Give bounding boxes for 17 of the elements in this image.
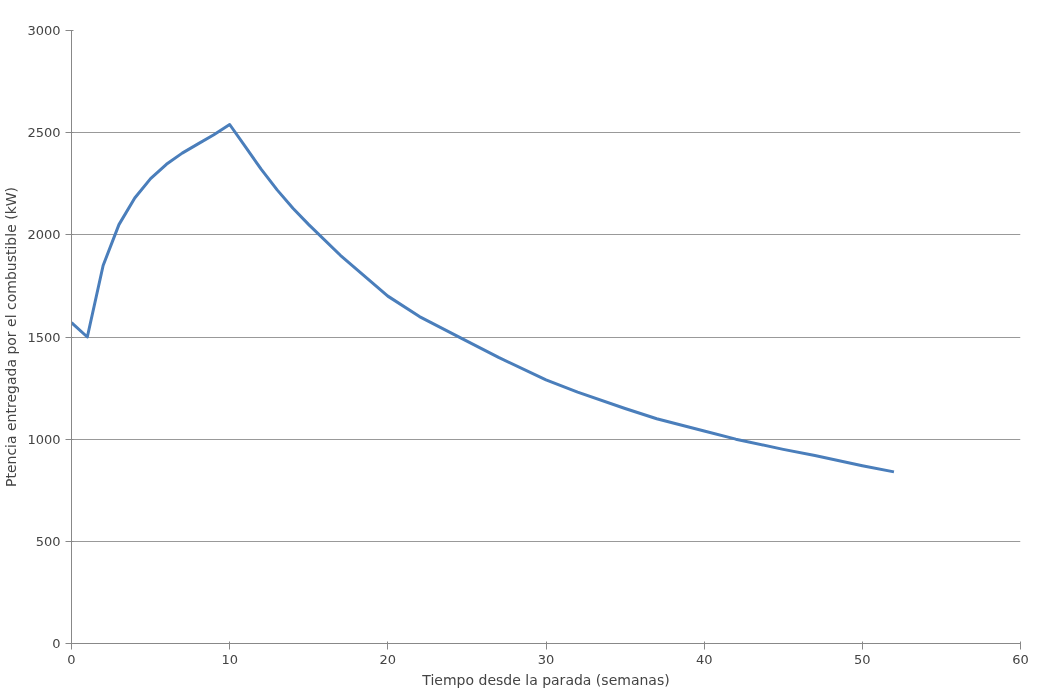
y-tick-label: 500 (35, 533, 61, 549)
y-tick-label: 0 (52, 636, 61, 651)
y-tick-label: 2500 (27, 125, 61, 141)
x-tick-label: 60 (1012, 651, 1029, 667)
x-tick-label: 0 (67, 651, 76, 667)
x-tick-label: 20 (379, 651, 397, 667)
y-tick-label: 1500 (27, 329, 61, 345)
x-axis-title: Tiempo desde la parada (semanas) (421, 671, 670, 688)
y-axis-title: Ptencia entregada por el combustible (kW) (3, 186, 20, 488)
line-series (71, 122, 896, 474)
x-tick-label: 10 (221, 651, 238, 667)
y-tick-label: 2000 (27, 227, 61, 243)
x-tick-label: 40 (695, 651, 713, 667)
x-tick-label: 50 (854, 651, 871, 667)
x-tick-label: 30 (537, 651, 555, 667)
y-tick-label: 1000 (27, 431, 61, 447)
y-tick-label: 3000 (27, 23, 61, 38)
